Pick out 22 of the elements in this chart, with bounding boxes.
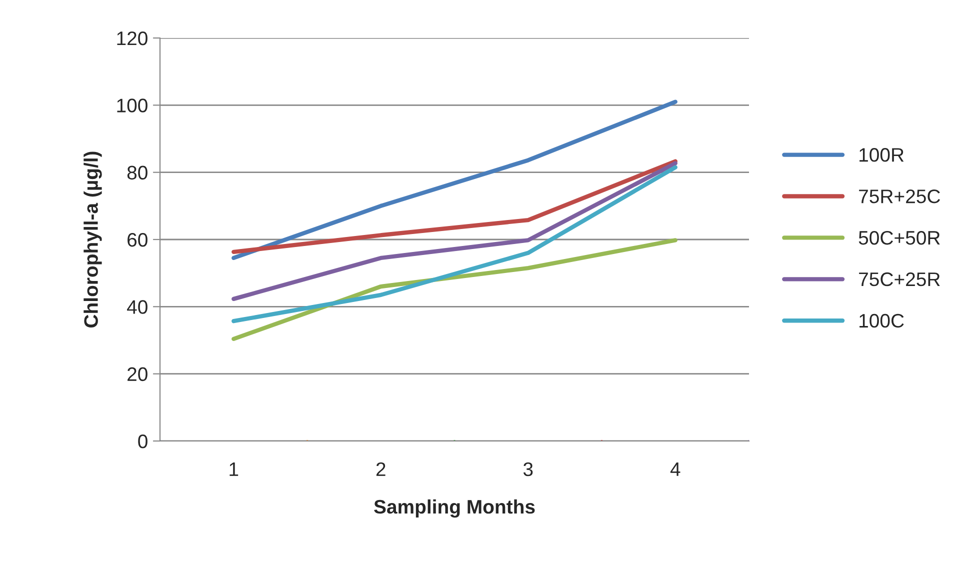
x-tick-label: 3 — [523, 462, 533, 476]
x-tick-label: 2 — [376, 462, 386, 476]
legend-label: 75C+25R — [859, 272, 940, 286]
line-series — [232, 161, 678, 302]
line-series — [232, 165, 678, 324]
legend-label: 50C+50R — [858, 230, 940, 245]
y-axis-title: Chlorophyll-a (µg/l) — [84, 152, 102, 328]
x-tick-label: 1 — [230, 462, 238, 476]
y-tick-label: 60 — [128, 232, 148, 247]
y-tick-label: 80 — [127, 166, 148, 180]
y-tick-label: 120 — [117, 31, 148, 46]
y-tick-label: 100 — [117, 98, 148, 112]
x-tick-label: 4 — [670, 462, 680, 476]
y-tick-label: 20 — [128, 367, 148, 382]
y-tick-label: 40 — [127, 300, 148, 314]
line-series — [232, 159, 678, 254]
legend-label: 75R+25C — [859, 189, 940, 204]
x-axis-title: Sampling Months — [374, 499, 535, 518]
legend-label: 100R — [860, 148, 904, 162]
line-series — [232, 100, 678, 260]
legend-label: 100C — [860, 314, 904, 328]
y-tick-label: 0 — [138, 434, 148, 448]
